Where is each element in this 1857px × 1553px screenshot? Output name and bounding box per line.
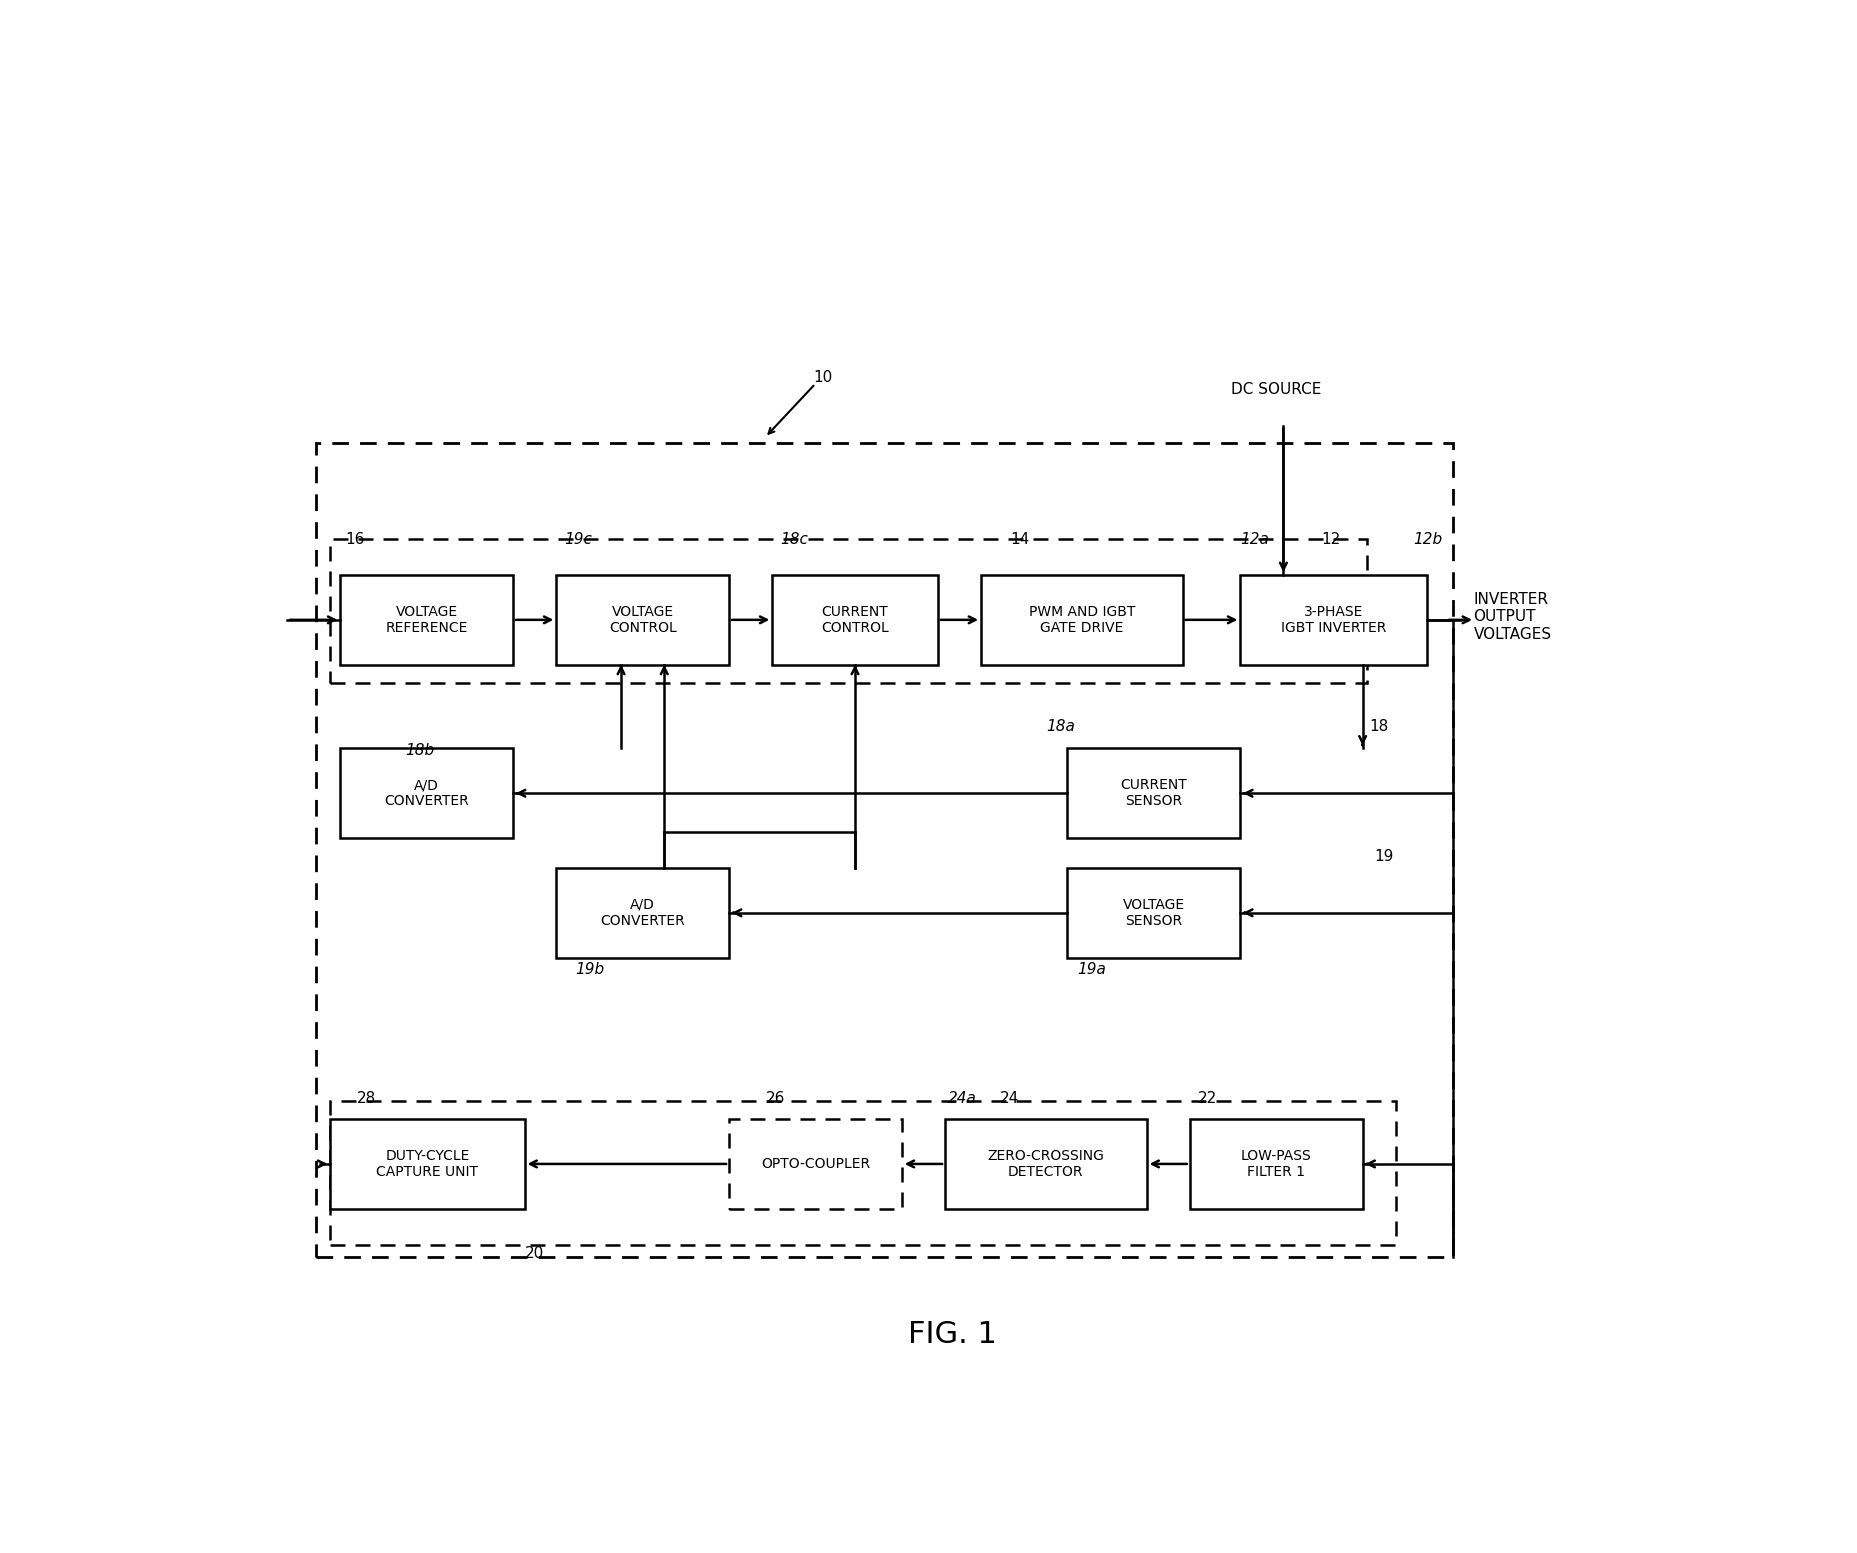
- Text: 3-PHASE
IGBT INVERTER: 3-PHASE IGBT INVERTER: [1281, 604, 1385, 635]
- Text: 26: 26: [765, 1092, 784, 1106]
- Text: PWM AND IGBT
GATE DRIVE: PWM AND IGBT GATE DRIVE: [1029, 604, 1135, 635]
- Text: 18b: 18b: [405, 744, 435, 758]
- Text: 19b: 19b: [574, 963, 604, 977]
- Bar: [555, 868, 728, 958]
- Bar: [1066, 868, 1239, 958]
- Bar: [728, 1120, 901, 1208]
- Text: INVERTER
OUTPUT
VOLTAGES: INVERTER OUTPUT VOLTAGES: [1473, 592, 1551, 641]
- Text: VOLTAGE
SENSOR: VOLTAGE SENSOR: [1122, 898, 1185, 927]
- Text: 10: 10: [813, 370, 832, 385]
- Text: 20: 20: [526, 1246, 544, 1261]
- Text: DUTY-CYCLE
CAPTURE UNIT: DUTY-CYCLE CAPTURE UNIT: [377, 1149, 477, 1179]
- Bar: [1239, 575, 1426, 665]
- Text: LOW-PASS
FILTER 1: LOW-PASS FILTER 1: [1240, 1149, 1311, 1179]
- Bar: [555, 575, 728, 665]
- Text: VOLTAGE
CONTROL: VOLTAGE CONTROL: [609, 604, 676, 635]
- Text: 28: 28: [357, 1092, 375, 1106]
- Text: DC SOURCE: DC SOURCE: [1231, 382, 1320, 398]
- Text: A/D
CONVERTER: A/D CONVERTER: [600, 898, 685, 927]
- Bar: [316, 444, 1452, 1256]
- Text: 18a: 18a: [1045, 719, 1073, 735]
- Bar: [331, 539, 1367, 683]
- Bar: [331, 1120, 524, 1208]
- Text: 18c: 18c: [780, 531, 808, 547]
- Text: 22: 22: [1196, 1092, 1216, 1106]
- Text: 19a: 19a: [1077, 963, 1105, 977]
- Bar: [1066, 749, 1239, 839]
- Text: A/D
CONVERTER: A/D CONVERTER: [384, 778, 468, 808]
- Text: 12b: 12b: [1411, 531, 1441, 547]
- Text: CURRENT
CONTROL: CURRENT CONTROL: [821, 604, 888, 635]
- Bar: [331, 1101, 1395, 1244]
- Text: 14: 14: [1010, 531, 1029, 547]
- Bar: [773, 575, 938, 665]
- Bar: [945, 1120, 1146, 1208]
- Bar: [340, 749, 513, 839]
- Text: CURRENT
SENSOR: CURRENT SENSOR: [1120, 778, 1187, 808]
- Text: 12: 12: [1320, 531, 1341, 547]
- Text: OPTO-COUPLER: OPTO-COUPLER: [761, 1157, 869, 1171]
- Bar: [1188, 1120, 1361, 1208]
- Text: 19c: 19c: [563, 531, 592, 547]
- Text: 24a: 24a: [947, 1092, 977, 1106]
- Text: 24: 24: [999, 1092, 1019, 1106]
- Text: 19: 19: [1374, 848, 1393, 863]
- Text: 16: 16: [345, 531, 364, 547]
- Text: 12a: 12a: [1239, 531, 1268, 547]
- Bar: [340, 575, 513, 665]
- Text: VOLTAGE
REFERENCE: VOLTAGE REFERENCE: [384, 604, 468, 635]
- Bar: [980, 575, 1183, 665]
- Text: FIG. 1: FIG. 1: [908, 1320, 995, 1350]
- Text: 18: 18: [1369, 719, 1387, 735]
- Text: ZERO-CROSSING
DETECTOR: ZERO-CROSSING DETECTOR: [986, 1149, 1103, 1179]
